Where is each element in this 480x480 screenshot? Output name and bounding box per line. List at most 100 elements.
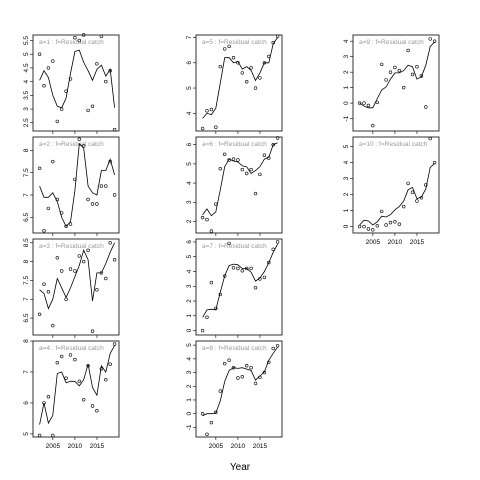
data-point — [73, 269, 77, 273]
y-tick-label: 4 — [23, 79, 30, 83]
x-tick-label: 2005 — [46, 443, 61, 450]
y-tick-label: 8 — [23, 148, 30, 152]
y-tick-label: 0 — [343, 101, 350, 105]
data-point — [366, 103, 371, 108]
data-point — [99, 367, 104, 371]
data-point — [37, 166, 42, 171]
data-point — [86, 248, 90, 253]
y-tick-label: 8.5 — [23, 238, 30, 247]
data-point — [55, 361, 59, 365]
data-point — [275, 344, 280, 348]
y-tick-label: 4 — [343, 39, 350, 43]
data-point — [104, 378, 108, 382]
data-point — [275, 136, 280, 140]
data-point — [432, 160, 437, 165]
y-tick-label: -1 — [186, 424, 193, 430]
y-tick-label: 1 — [343, 208, 350, 212]
y-tick-label: 7 — [23, 297, 30, 301]
y-tick-label: 7 — [23, 370, 30, 374]
panel-title: a=4 : f=Residual catch — [39, 345, 104, 352]
data-point — [362, 101, 366, 105]
data-point — [200, 215, 205, 220]
data-point — [108, 362, 112, 366]
fit-line — [359, 163, 435, 226]
data-point — [258, 172, 262, 177]
x-tick-label: 2010 — [231, 443, 246, 450]
x-tick-label: 2015 — [90, 443, 105, 450]
data-point — [231, 157, 236, 161]
y-tick-label: 6.5 — [23, 212, 30, 221]
data-point — [397, 222, 401, 226]
y-tick-label: 2 — [186, 384, 193, 388]
y-tick-label: 6 — [186, 240, 193, 244]
y-tick-label: 4 — [186, 181, 193, 185]
y-tick-label: 2.5 — [23, 118, 30, 127]
y-tick-label: 3 — [23, 107, 30, 111]
data-point — [55, 119, 59, 124]
data-point — [258, 375, 262, 379]
panel-frame — [195, 136, 283, 234]
data-point — [410, 72, 415, 77]
data-point — [86, 108, 90, 113]
data-point — [46, 66, 51, 70]
data-point — [380, 209, 384, 214]
fit-line — [202, 142, 278, 217]
data-point — [227, 44, 231, 49]
data-point — [77, 254, 82, 258]
data-point — [262, 61, 267, 65]
y-tick-label: 3.5 — [23, 90, 30, 99]
panel-title: a=6 : f=Residual catch — [202, 141, 267, 148]
data-point — [415, 64, 419, 69]
data-point — [223, 274, 227, 278]
panel-title: a=10 : f=Residual catch — [359, 141, 428, 148]
data-point — [366, 227, 371, 231]
y-tick-label: 5 — [343, 144, 350, 148]
y-tick-label: 6 — [186, 142, 193, 146]
data-point — [406, 181, 410, 186]
data-point — [253, 286, 258, 290]
data-point — [214, 306, 218, 311]
data-point — [77, 137, 82, 141]
x-tick-label: 2005 — [366, 239, 381, 246]
data-point — [55, 256, 59, 260]
data-point — [64, 297, 68, 301]
data-point — [218, 389, 223, 393]
data-point — [46, 395, 51, 399]
y-tick-label: 3 — [343, 54, 350, 58]
y-tick-label: 3 — [186, 200, 193, 204]
data-point — [37, 312, 42, 316]
data-point — [73, 357, 77, 362]
data-point — [240, 71, 245, 75]
data-point — [227, 241, 231, 246]
fit-line — [39, 345, 115, 425]
y-tick-label: 2 — [186, 299, 193, 303]
panel-1: a=1 : f=Residual catch 2.5 3 3.5 4 4.5 5 5.5 — [23, 33, 120, 134]
y-tick-label: 7 — [186, 35, 193, 39]
data-point — [419, 74, 424, 78]
data-point — [236, 376, 240, 380]
data-point — [245, 171, 249, 176]
panel-frame — [32, 34, 120, 132]
y-tick-label: -1 — [343, 115, 350, 121]
data-point — [249, 66, 253, 70]
fit-line — [39, 49, 115, 109]
data-point — [104, 276, 108, 281]
data-point — [258, 76, 262, 80]
data-point — [262, 370, 267, 375]
data-point — [90, 202, 95, 206]
data-point — [209, 280, 214, 285]
data-point — [227, 358, 231, 362]
data-point — [46, 206, 51, 211]
data-point — [99, 184, 104, 188]
data-point — [104, 79, 108, 84]
y-tick-label: 8 — [23, 259, 30, 263]
data-point — [108, 241, 112, 245]
y-tick-label: 2 — [186, 219, 193, 223]
data-point — [42, 229, 46, 233]
y-tick-label: 1 — [186, 398, 193, 402]
data-point — [393, 65, 397, 70]
data-point — [112, 258, 117, 262]
panel-title: a=7 : f=Residual catch — [202, 243, 267, 250]
data-point — [112, 127, 117, 132]
panel-title: a=8 : f=Residual catch — [202, 345, 267, 352]
